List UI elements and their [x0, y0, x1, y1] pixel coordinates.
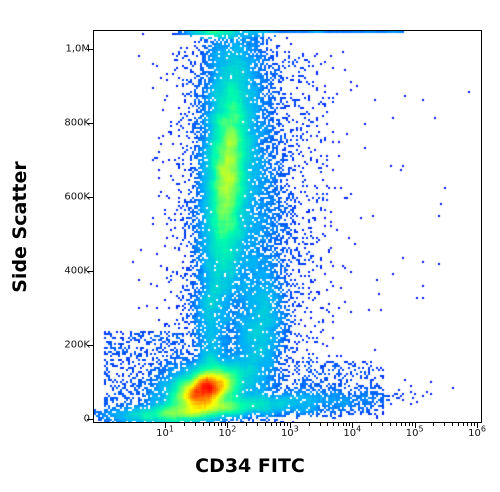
x-minor-tick	[221, 423, 222, 426]
x-tick-exponent: 3	[293, 424, 299, 434]
x-minor-tick	[433, 423, 434, 426]
x-tick-label: 102	[218, 424, 237, 439]
x-minor-tick	[265, 423, 266, 426]
x-minor-tick	[214, 423, 215, 426]
x-tick-label: 106	[468, 424, 486, 439]
x-minor-tick	[405, 423, 406, 426]
x-minor-tick	[452, 423, 453, 426]
x-tick-mark	[415, 423, 416, 428]
x-tick-base: 10	[280, 428, 294, 439]
x-tick-mark	[352, 423, 353, 428]
x-minor-tick	[333, 423, 334, 426]
y-tick-mark	[87, 49, 93, 50]
x-tick-exponent: 5	[418, 424, 424, 434]
x-minor-tick	[458, 423, 459, 426]
x-minor-tick	[280, 423, 281, 426]
y-tick-label: 800K	[64, 117, 90, 129]
x-minor-tick	[218, 423, 219, 426]
x-minor-tick	[349, 423, 350, 426]
x-minor-tick	[257, 423, 258, 426]
x-tick-mark	[477, 423, 478, 428]
x-minor-tick	[184, 423, 185, 426]
y-tick-label: 600K	[64, 191, 90, 203]
x-minor-tick	[474, 423, 475, 426]
x-minor-tick	[203, 423, 204, 426]
y-tick-mark	[87, 419, 93, 420]
y-tick-mark	[87, 345, 93, 346]
plot-area	[93, 30, 482, 423]
x-minor-tick	[320, 423, 321, 426]
x-tick-mark	[290, 423, 291, 428]
x-minor-tick	[412, 423, 413, 426]
x-minor-tick	[284, 423, 285, 426]
x-tick-base: 10	[468, 428, 481, 439]
x-minor-tick	[409, 423, 410, 426]
y-tick-mark	[87, 197, 93, 198]
y-tick-label: 1,0M	[65, 43, 90, 55]
x-tick-base: 10	[218, 428, 232, 439]
x-minor-tick	[287, 423, 288, 426]
x-tick-label: 105	[405, 424, 424, 439]
x-tick-mark	[227, 423, 228, 428]
x-minor-tick	[209, 423, 210, 426]
x-tick-mark	[165, 423, 166, 428]
x-minor-tick	[276, 423, 277, 426]
x-minor-tick	[401, 423, 402, 426]
x-minor-tick	[467, 423, 468, 426]
x-minor-tick	[309, 423, 310, 426]
x-tick-exponent: 6	[480, 424, 486, 434]
y-tick-mark	[87, 123, 93, 124]
x-minor-tick	[371, 423, 372, 426]
x-tick-base: 10	[343, 428, 357, 439]
x-minor-tick	[346, 423, 347, 426]
y-tick-mark	[87, 271, 93, 272]
x-minor-tick	[390, 423, 391, 426]
x-tick-label: 103	[280, 424, 299, 439]
y-tick-label: 200K	[64, 339, 90, 351]
x-minor-tick	[396, 423, 397, 426]
x-minor-tick	[463, 423, 464, 426]
x-tick-label: 104	[343, 424, 362, 439]
y-tick-label: 400K	[64, 265, 90, 277]
x-minor-tick	[382, 423, 383, 426]
x-tick-base: 10	[156, 428, 169, 439]
x-tick-exponent: 4	[356, 424, 362, 434]
y-tick-label: 0	[84, 414, 90, 425]
density-scatter-plot	[94, 31, 481, 422]
x-minor-tick	[271, 423, 272, 426]
x-minor-tick	[195, 423, 196, 426]
x-tick-exponent: 2	[231, 424, 237, 434]
x-axis-title: CD34 FITC	[195, 455, 305, 477]
x-minor-tick	[338, 423, 339, 426]
x-tick-exponent: 1	[168, 424, 174, 434]
x-minor-tick	[343, 423, 344, 426]
x-tick-base: 10	[405, 428, 419, 439]
x-minor-tick	[327, 423, 328, 426]
y-axis-title: Side Scatter	[9, 161, 31, 293]
x-tick-label: 101	[156, 424, 174, 439]
x-minor-tick	[471, 423, 472, 426]
x-minor-tick	[246, 423, 247, 426]
x-minor-tick	[225, 423, 226, 426]
x-minor-tick	[444, 423, 445, 426]
